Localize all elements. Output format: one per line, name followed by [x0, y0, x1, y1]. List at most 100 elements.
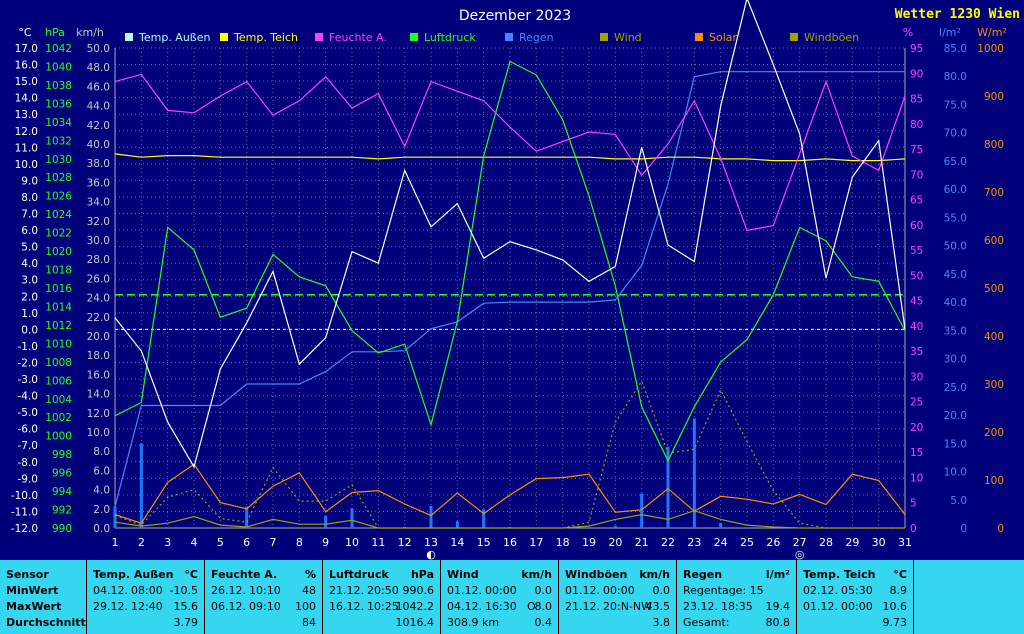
tick-label-rain: 40.0	[944, 297, 967, 309]
tick-label-rain: 75.0	[944, 99, 967, 111]
tick-label-pressure: 1004	[45, 394, 72, 406]
tick-label-pressure: 990	[52, 523, 72, 535]
stats-max-time: 16:30	[485, 600, 517, 613]
x-tick-label: 1	[112, 536, 119, 549]
tick-label-pressure: 996	[52, 468, 72, 480]
tick-label-pressure: 1028	[45, 172, 72, 184]
tick-label-humidity: 5	[910, 498, 917, 510]
tick-label-temp: -10.0	[11, 490, 38, 502]
stats-gesamt-label: Gesamt:	[683, 616, 730, 629]
rain-bar	[139, 443, 143, 528]
tick-label-humidity: 10	[910, 472, 923, 484]
tick-label-rain: 80.0	[944, 71, 967, 83]
x-tick-label: 2	[138, 536, 145, 549]
stats-label-max: MaxWert	[6, 600, 62, 613]
stats-max-date: 06.12.	[211, 600, 246, 613]
stats-col-luftdruck: Luftdruck hPa 21.12. 20:50 990.6 16.12. 10:2…	[323, 560, 441, 634]
legend-label: Temp. Außen	[138, 31, 211, 44]
legend-label: Temp. Teich	[233, 31, 298, 44]
axis-unit-label: km/h	[76, 26, 104, 39]
x-tick-label: 4	[191, 536, 198, 549]
tick-label-temp: 11.0	[15, 142, 38, 154]
series-line-temp-teich	[114, 153, 906, 162]
x-tick-label: 14	[450, 536, 464, 549]
axis-unit-label: l/m²	[939, 26, 961, 39]
stats-col-windboeen: Windböen km/h 01.12. 00:00 0.0 21.12. 20:N-N…	[559, 560, 677, 634]
stats-min-val: -10.5	[169, 584, 198, 597]
stats-unit: hPa	[410, 568, 434, 581]
tick-label-rain: 45.0	[944, 269, 967, 281]
tick-label-humidity: 20	[910, 422, 923, 434]
axis-unit-label: hPa	[45, 26, 65, 39]
stats-col-feuchte: Feuchte A.% 26.12. 10:10 48 06.12. 09:10 100…	[205, 560, 323, 634]
tick-label-temp: 5.0	[21, 242, 38, 254]
chart-legend: Temp. Außen Temp. Teich Feuchte A. Luftdruc…	[125, 31, 859, 44]
stats-avg: 84	[302, 616, 316, 629]
tick-label-rain: 85.0	[944, 43, 967, 55]
tick-label-wind: 12.0	[87, 408, 110, 420]
stats-max-time: 12:40	[131, 600, 163, 613]
legend-label: Feuchte A.	[329, 31, 387, 44]
tick-label-wind: 44.0	[87, 101, 110, 113]
tick-label-pressure: 1026	[45, 191, 72, 203]
chart-axes: 17.0 16.0 15.0 14.0 13.0 12.0 11.0 10.0 9.0 8.0 7.…	[11, 43, 1004, 535]
x-tick-label: 6	[243, 536, 250, 549]
stats-min-val: 8.9	[889, 584, 908, 597]
stats-max-val: 100	[295, 600, 316, 613]
tick-label-humidity: 0	[910, 523, 917, 535]
tick-label-pressure: 1036	[45, 98, 72, 110]
stats-title: Windböen	[565, 568, 628, 581]
moon-phase-icon: ◎	[795, 548, 805, 560]
chart-grid	[114, 47, 906, 529]
stats-title: Luftdruck	[329, 568, 389, 581]
x-tick-label: 21	[635, 536, 649, 549]
rain-bar	[113, 506, 117, 528]
tick-label-pressure: 1042	[45, 43, 72, 55]
stats-min-val: 990.6	[402, 584, 435, 597]
stats-max-time: 20:N-NW	[603, 600, 653, 613]
x-tick-label: 18	[556, 536, 570, 549]
x-tick-label: 7	[270, 536, 277, 549]
series-line-wind	[114, 510, 905, 529]
tick-label-pressure: 1010	[45, 338, 72, 350]
stats-min-date: 21.12.	[329, 584, 364, 597]
legend-swatch	[410, 33, 418, 41]
tick-label-rain: 60.0	[944, 184, 967, 196]
stats-max-dir: O	[527, 600, 536, 613]
stats-max-val: 19.4	[765, 600, 791, 613]
x-axis: 1 2 3 4 5 6 7 8 9 10 11 12 13 14 15 16 17 18 19 20 21 22 23 24 2…	[112, 536, 913, 560]
tick-label-temp: -7.0	[18, 440, 39, 452]
tick-label-wind: 2.0	[93, 504, 110, 516]
rain-bar	[429, 505, 433, 528]
tick-label-humidity: 15	[910, 447, 923, 459]
tick-label-wind: 14.0	[87, 389, 110, 401]
tick-label-wind: 34.0	[87, 197, 110, 209]
tick-label-solar: 1000	[977, 43, 1004, 55]
tick-label-wind: 46.0	[87, 81, 110, 93]
rain-bar	[245, 506, 249, 528]
stats-max-val: 43.5	[645, 600, 671, 613]
stats-min-time: 05:30	[841, 584, 873, 597]
stats-min-time: 20:50	[367, 584, 399, 597]
stats-min-val: 0.0	[652, 584, 671, 597]
tick-label-pressure: 994	[52, 486, 72, 498]
tick-label-solar: 800	[984, 139, 1004, 151]
tick-label-rain: 0	[960, 523, 967, 535]
x-tick-label: 16	[503, 536, 517, 549]
tick-label-pressure: 992	[52, 505, 72, 517]
tick-label-wind: 18.0	[87, 350, 110, 362]
tick-label-temp: 12.0	[15, 126, 38, 138]
stats-max-date: 21.12.	[565, 600, 600, 613]
tick-label-temp: -5.0	[18, 407, 39, 419]
tick-label-temp: -9.0	[18, 473, 39, 485]
stats-col-wind: Wind km/h 01.12. 00:00 0.0 04.12. 16:30 O 8.0 …	[441, 560, 559, 634]
legend-label: Regen	[519, 31, 554, 44]
x-tick-label: 19	[582, 536, 596, 549]
tick-label-solar: 400	[984, 331, 1004, 343]
legend-swatch	[125, 33, 133, 41]
stats-avg: 9.73	[882, 616, 908, 629]
tick-label-pressure: 1024	[45, 209, 72, 221]
stats-unit: l/m²	[765, 568, 790, 581]
x-tick-label: 30	[872, 536, 886, 549]
tick-label-pressure: 1040	[45, 61, 72, 73]
